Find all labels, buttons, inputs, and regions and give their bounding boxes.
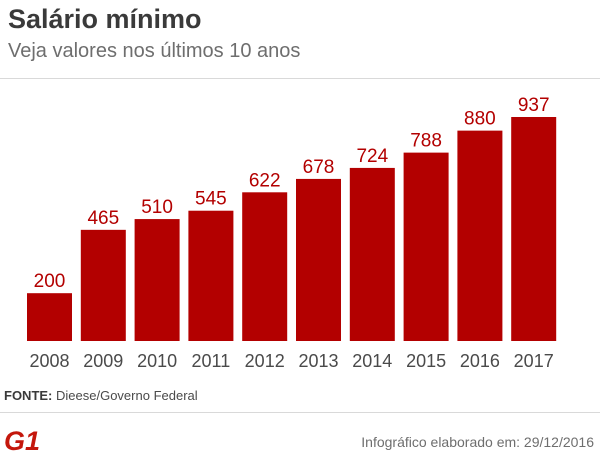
category-label-2010: 2010 [137, 351, 177, 371]
bar-2015 [403, 152, 449, 341]
category-label-2009: 2009 [83, 351, 123, 371]
category-label-2014: 2014 [352, 351, 392, 371]
source-text: Dieese/Governo Federal [56, 388, 198, 403]
chart-subtitle: Veja valores nos últimos 10 anos [8, 40, 301, 62]
category-label-2008: 2008 [29, 351, 69, 371]
value-label-2012: 622 [249, 170, 281, 191]
bar-2014 [349, 167, 395, 341]
category-label-2013: 2013 [298, 351, 338, 371]
bar-2010 [134, 219, 180, 341]
value-label-2008: 200 [34, 271, 66, 292]
bar-2017 [511, 117, 557, 341]
bar-2009 [80, 229, 126, 341]
bar-2013 [296, 178, 341, 341]
footer-divider [0, 412, 600, 413]
value-label-2016: 880 [464, 109, 496, 130]
bar-2016 [457, 130, 503, 341]
bar-2012 [242, 192, 288, 341]
g1-logo-text: G1 [4, 426, 40, 452]
category-label-2012: 2012 [245, 351, 285, 371]
source-note: FONTE: Dieese/Governo Federal [4, 388, 198, 403]
value-label-2011: 545 [195, 189, 227, 210]
category-label-2015: 2015 [406, 351, 446, 371]
credit-note: Infográfico elaborado em: 29/12/2016 [361, 434, 594, 450]
value-label-2014: 724 [356, 146, 388, 167]
bar-2008 [27, 293, 72, 341]
category-label-2011: 2011 [192, 351, 231, 371]
bar-chart: 200 2008 465 2009 510 2010 545 2011 622 2012 678 20… [27, 95, 557, 371]
category-label-2016: 2016 [460, 351, 500, 371]
source-label: FONTE: [4, 388, 53, 403]
bar-2011 [188, 210, 234, 341]
value-label-2010: 510 [141, 197, 173, 218]
value-label-2009: 465 [87, 208, 119, 229]
category-label-2017: 2017 [514, 351, 554, 371]
header-divider [0, 78, 600, 79]
value-label-2017: 937 [518, 95, 550, 116]
g1-logo: G1 [4, 426, 40, 452]
value-label-2013: 678 [303, 157, 335, 178]
value-label-2015: 788 [410, 131, 442, 152]
chart-title: Salário mínimo [8, 4, 202, 34]
